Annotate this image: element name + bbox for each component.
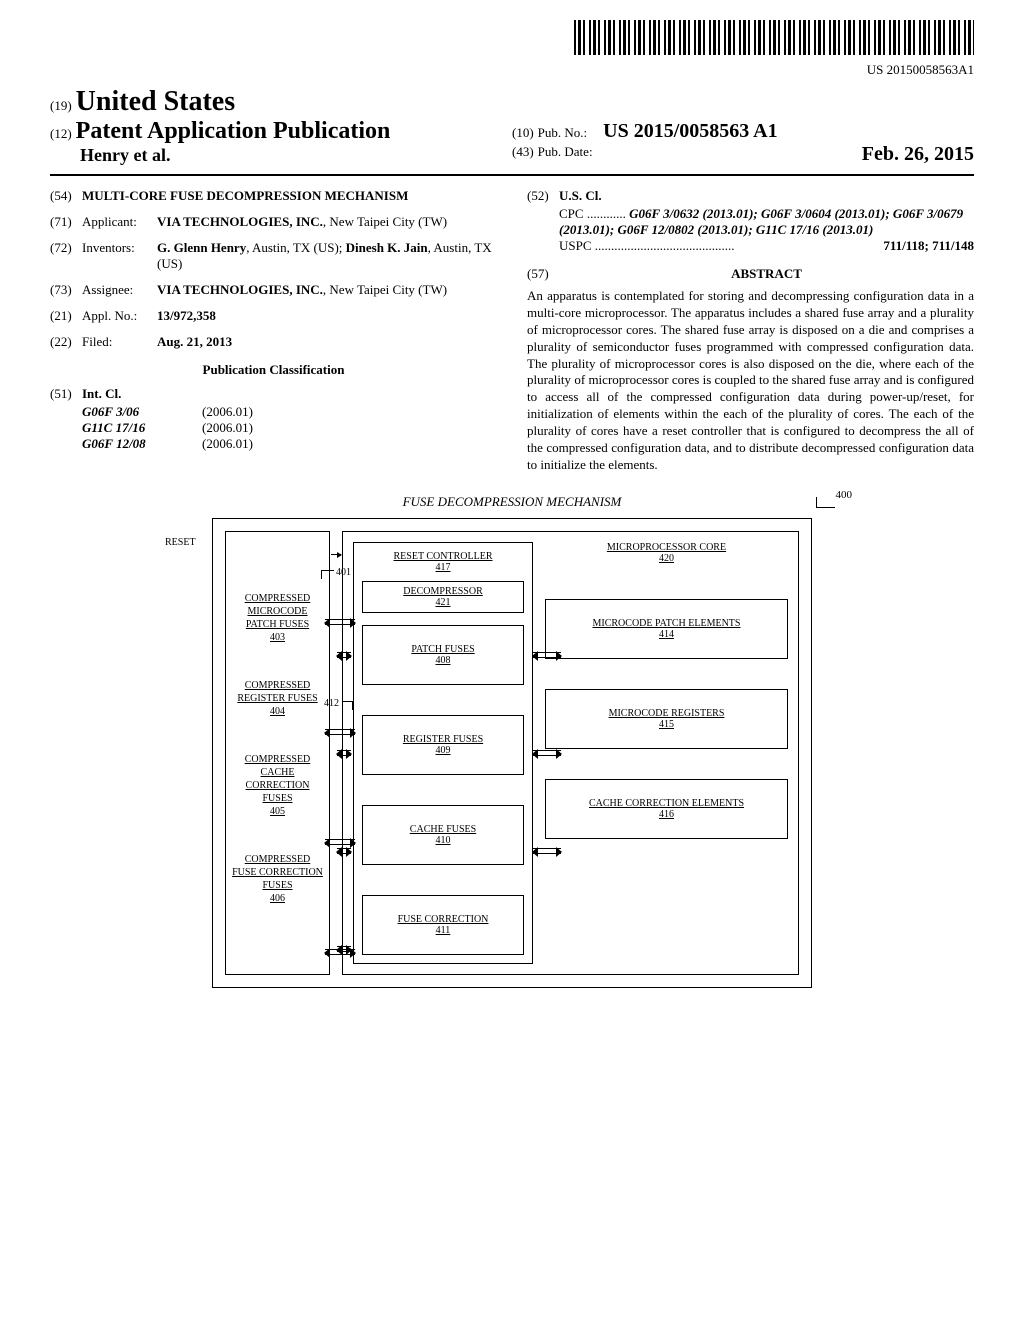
biblio-columns: (54) MULTI-CORE FUSE DECOMPRESSION MECHA… bbox=[50, 188, 974, 474]
applno-body: 13/972,358 bbox=[157, 308, 497, 324]
biblio-right: (52) U.S. Cl. CPC ............ G06F 3/06… bbox=[527, 188, 974, 474]
reset-label: RESET bbox=[165, 537, 196, 548]
uscl-label: U.S. Cl. bbox=[559, 188, 974, 204]
core-box: 412 RESET CONTROLLER417 DECOMPRESSOR421 … bbox=[342, 531, 799, 975]
pub-date: Feb. 26, 2015 bbox=[862, 143, 974, 166]
intcl-ver: (2006.01) bbox=[202, 420, 253, 436]
filed-body: Aug. 21, 2013 bbox=[157, 334, 497, 350]
connector bbox=[337, 750, 351, 756]
field-num-22: (22) bbox=[50, 334, 82, 350]
label-412: 412 bbox=[324, 698, 339, 709]
intcl-label: Int. Cl. bbox=[82, 386, 497, 402]
inner-fuse-box: PATCH FUSES408 bbox=[362, 625, 524, 685]
assignee-body: VIA TECHNOLOGIES, INC., New Taipei City … bbox=[157, 282, 497, 298]
compressed-fuse-box: COMPRESSED REGISTER FUSES404 bbox=[232, 679, 323, 718]
applicant-body: VIA TECHNOLOGIES, INC., New Taipei City … bbox=[157, 214, 497, 230]
decompressor-box: DECOMPRESSOR421 bbox=[362, 581, 524, 613]
barcode-graphic bbox=[574, 20, 974, 55]
compressed-fuse-box: COMPRESSED MICROCODE PATCH FUSES403 bbox=[232, 592, 323, 644]
filed-label: Filed: bbox=[82, 334, 157, 350]
diagram-ref-400: 400 bbox=[836, 489, 853, 501]
applno-label: Appl. No.: bbox=[82, 308, 157, 324]
uscl-body: CPC ............ G06F 3/0632 (2013.01); … bbox=[527, 206, 974, 254]
pub-no: US 2015/0058563 A1 bbox=[603, 120, 777, 142]
diagram-title: FUSE DECOMPRESSION MECHANISM bbox=[212, 494, 812, 510]
intcl-ver: (2006.01) bbox=[202, 404, 253, 420]
pub-title: Patent Application Publication bbox=[76, 118, 391, 144]
field-num-57: (57) bbox=[527, 266, 559, 288]
compressed-fuse-box: COMPRESSED FUSE CORRECTION FUSES406 bbox=[232, 853, 323, 905]
inventors-label: Inventors: bbox=[82, 240, 157, 272]
compressed-fuse-box: COMPRESSED CACHE CORRECTION FUSES405 bbox=[232, 753, 323, 818]
reset-controller-box: 412 RESET CONTROLLER417 DECOMPRESSOR421 … bbox=[353, 542, 533, 964]
element-box: MICROCODE PATCH ELEMENTS414 bbox=[545, 599, 788, 659]
pubdate-label: Pub. Date: bbox=[538, 144, 593, 159]
assignee-label: Assignee: bbox=[82, 282, 157, 298]
connector bbox=[533, 750, 561, 756]
diagram-outer-box: RESET 401 COMPRESSED MICROCODE PATCH FUS… bbox=[212, 518, 812, 988]
inventors-body: G. Glenn Henry, Austin, TX (US); Dinesh … bbox=[157, 240, 497, 272]
core-title: MICROPROCESSOR CORE420 bbox=[545, 542, 788, 564]
connector bbox=[533, 652, 561, 658]
pubno-num: (10) bbox=[512, 125, 534, 140]
abstract-label: ABSTRACT bbox=[559, 266, 974, 282]
intcl-code: G06F 12/08 bbox=[82, 436, 202, 452]
header-right: (10) Pub. No.: US 2015/0058563 A1 (43) P… bbox=[512, 120, 974, 166]
field-num-21: (21) bbox=[50, 308, 82, 324]
intcl-code: G06F 3/06 bbox=[82, 404, 202, 420]
fuse-array-col: 401 COMPRESSED MICROCODE PATCH FUSES403 … bbox=[225, 531, 330, 975]
abstract-body: An apparatus is contemplated for storing… bbox=[527, 288, 974, 474]
connector bbox=[337, 848, 351, 854]
pubdate-num: (43) bbox=[512, 144, 534, 159]
field-num-73: (73) bbox=[50, 282, 82, 298]
field-num-51: (51) bbox=[50, 386, 82, 402]
country-num: (19) bbox=[50, 98, 72, 113]
field-num-72: (72) bbox=[50, 240, 82, 272]
barcode-section: US 20150058563A1 bbox=[50, 20, 974, 78]
pubclass-heading: Publication Classification bbox=[50, 362, 497, 378]
uspc-codes: 711/118; 711/148 bbox=[883, 238, 974, 254]
field-num-54: (54) bbox=[50, 188, 82, 204]
intcl-code: G11C 17/16 bbox=[82, 420, 202, 436]
diagram: FUSE DECOMPRESSION MECHANISM 400 RESET 4… bbox=[212, 494, 812, 988]
invention-title: MULTI-CORE FUSE DECOMPRESSION MECHANISM bbox=[82, 188, 497, 204]
pubno-label: Pub. No.: bbox=[538, 125, 587, 140]
connector bbox=[337, 652, 351, 658]
connector bbox=[533, 848, 561, 854]
header-left: (19) United States (12) Patent Applicati… bbox=[50, 86, 512, 166]
element-box: MICROCODE REGISTERS415 bbox=[545, 689, 788, 749]
connector bbox=[337, 946, 351, 952]
inner-fuse-box: CACHE FUSES410 bbox=[362, 805, 524, 865]
uspc-label: USPC ...................................… bbox=[559, 238, 735, 254]
controller-title: RESET CONTROLLER417 bbox=[362, 551, 524, 573]
elements-col: MICROPROCESSOR CORE420 MICROCODE PATCH E… bbox=[545, 542, 788, 964]
element-box: CACHE CORRECTION ELEMENTS416 bbox=[545, 779, 788, 839]
country-name: United States bbox=[76, 86, 235, 117]
applicant-label: Applicant: bbox=[82, 214, 157, 230]
biblio-left: (54) MULTI-CORE FUSE DECOMPRESSION MECHA… bbox=[50, 188, 497, 474]
intcl-list: G06F 3/06(2006.01) G11C 17/16(2006.01) G… bbox=[50, 404, 497, 452]
inner-fuse-box: FUSE CORRECTION411 bbox=[362, 895, 524, 955]
authors: Henry et al. bbox=[50, 145, 512, 166]
pub-num: (12) bbox=[50, 126, 72, 141]
reset-arrow bbox=[331, 554, 341, 555]
field-num-52: (52) bbox=[527, 188, 559, 204]
header-row: (19) United States (12) Patent Applicati… bbox=[50, 86, 974, 176]
cpc-label: CPC ............ bbox=[559, 206, 626, 221]
inner-fuse-box: REGISTER FUSES409 bbox=[362, 715, 524, 775]
barcode-text: US 20150058563A1 bbox=[50, 62, 974, 78]
field-num-71: (71) bbox=[50, 214, 82, 230]
intcl-ver: (2006.01) bbox=[202, 436, 253, 452]
